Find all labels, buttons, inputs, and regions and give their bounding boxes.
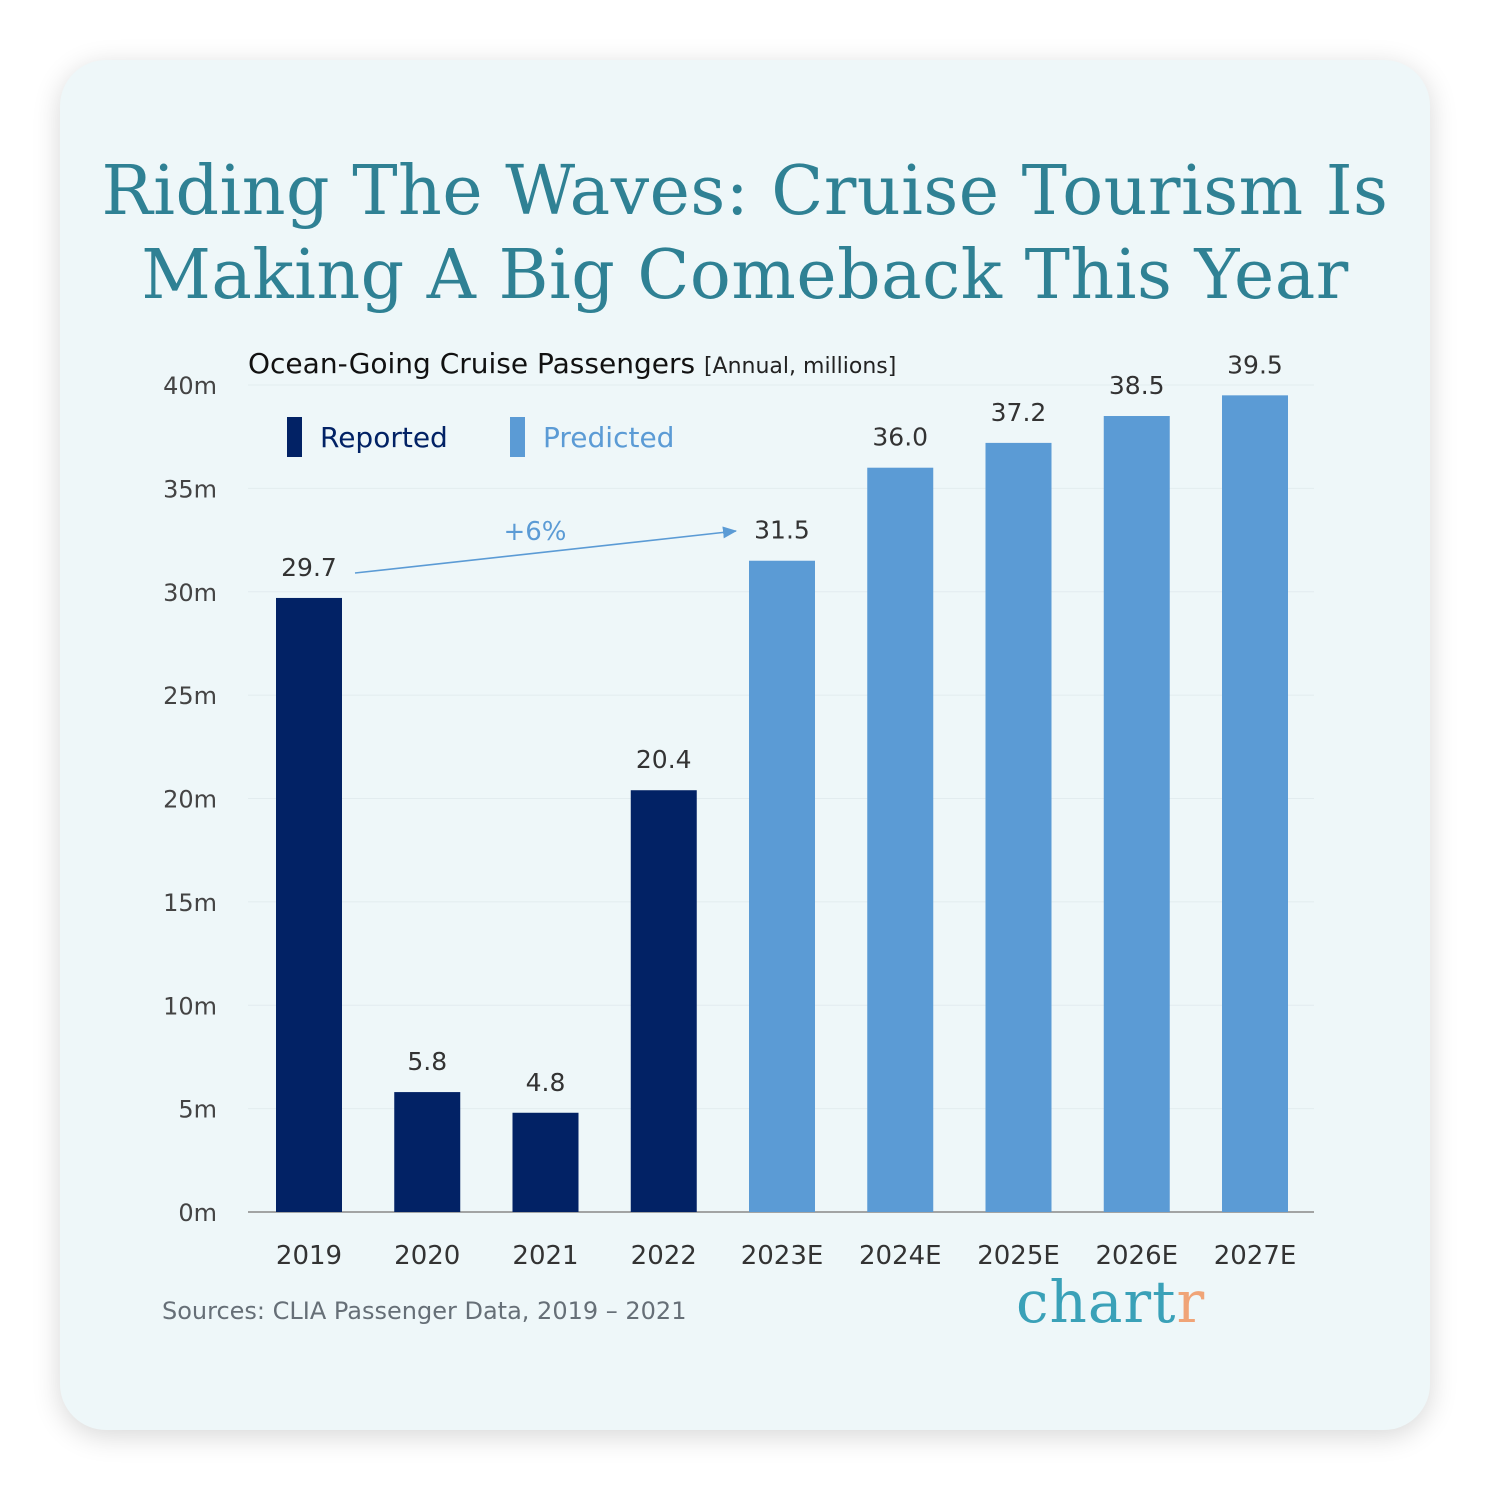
y-tick-label: 5m [178,1096,217,1124]
data-label: 29.7 [281,553,337,582]
data-label: 5.8 [407,1047,447,1076]
data-label: 20.4 [636,745,692,774]
x-tick-label: 2019 [276,1241,342,1271]
y-tick-label: 10m [163,992,217,1020]
data-label: 4.8 [526,1068,566,1097]
legend-swatch-predicted [510,417,525,457]
chart-subtitle-unit: [Annual, millions] [703,354,897,379]
chart-subtitle-text: Ocean-Going Cruise Passengers [248,347,696,380]
growth-annotation-label: +6% [503,517,566,547]
bar-2019 [276,597,342,1212]
data-label: 36.0 [872,423,928,452]
y-tick-label: 40m [163,372,217,400]
x-tick-label: 2024E [859,1241,942,1271]
y-tick-label: 15m [163,889,217,917]
source-note: Sources: CLIA Passenger Data, 2019 – 202… [162,1297,687,1325]
legend-label-predicted: Predicted [543,420,675,454]
x-tick-label: 2021 [512,1241,578,1271]
x-tick-label: 2023E [741,1241,824,1271]
chart-title: Riding The Waves: Cruise Tourism Is Maki… [0,150,1490,318]
bar-2022 [630,790,697,1212]
legend-item-predicted: Predicted [510,417,674,457]
y-tick-label: 35m [163,475,217,503]
legend-swatch-reported [287,417,302,457]
chart-title-line-1: Riding The Waves: Cruise Tourism Is [101,152,1389,231]
data-label: 31.5 [754,516,810,545]
bar-2027E [1222,395,1288,1212]
chart-subtitle: Ocean-Going Cruise Passengers [Annual, m… [248,347,896,380]
y-tick-label: 30m [163,579,217,607]
bar-2021 [512,1112,579,1212]
logo-main-text: chart [1016,1268,1177,1336]
bar-2026E [1103,416,1170,1212]
data-label: 39.5 [1227,350,1283,379]
growth-arrow [354,526,737,574]
legend-item-reported: Reported [287,417,448,457]
x-tick-label: 2026E [1095,1241,1178,1271]
x-tick-label: 2022 [631,1241,697,1271]
bar-2020 [394,1092,461,1212]
x-tick-label: 2027E [1214,1241,1297,1271]
bar-2023E [749,560,815,1212]
legend-label-reported: Reported [320,420,448,454]
y-tick-label: 20m [163,786,217,814]
bar-2025E [985,442,1052,1212]
x-tick-label: 2025E [977,1241,1060,1271]
logo-accent-text: r [1176,1268,1206,1336]
chart-title-line-2: Making A Big Comeback This Year [141,236,1349,315]
y-tick-label: 0m [178,1199,217,1227]
y-tick-label: 25m [163,682,217,710]
chartr-logo: chartr [1016,1268,1205,1336]
x-tick-label: 2020 [394,1241,460,1271]
bar-2024E [867,467,934,1212]
data-label: 37.2 [991,398,1047,427]
data-label: 38.5 [1109,371,1165,400]
